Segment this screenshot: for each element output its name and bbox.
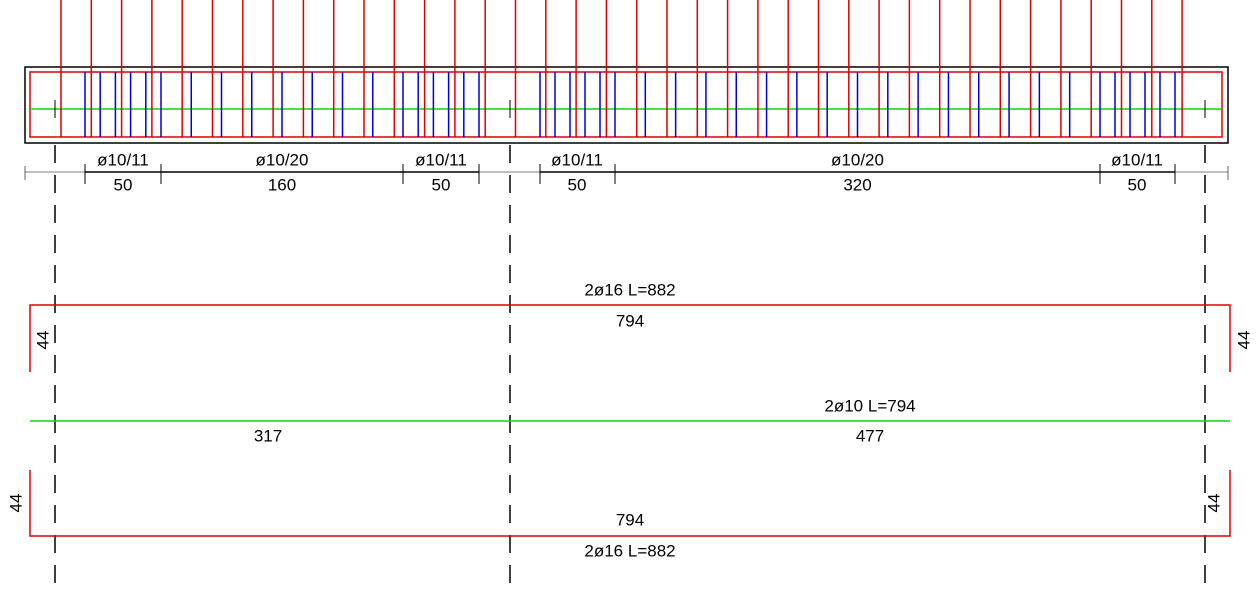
bar-length: 477 [856, 426, 884, 445]
bar-length: 794 [616, 510, 644, 529]
stirrup-label: ø10/11 [551, 150, 603, 169]
stirrup-label: ø10/20 [831, 150, 884, 169]
stirrup-label: ø10/11 [97, 150, 149, 169]
bar-shape [29, 470, 1231, 537]
stirrup-length: 160 [268, 175, 296, 194]
stirrup-length: 320 [843, 175, 871, 194]
stirrup-length: 50 [432, 175, 451, 194]
bar-shape [29, 304, 1231, 372]
bar-label: 2ø16 L=882 [584, 541, 675, 560]
stirrup-length: 50 [568, 175, 587, 194]
stirrup-label: ø10/20 [256, 150, 309, 169]
vertical-lines [60, 0, 1183, 137]
bar-length: 317 [254, 426, 282, 445]
stirrup-label: ø10/11 [415, 150, 467, 169]
hook-length: 44 [6, 494, 25, 513]
beam-outline [24, 66, 1229, 144]
axes [54, 145, 1206, 590]
beam-rebar [29, 71, 1223, 138]
bar-length: 794 [616, 311, 644, 330]
stirrup-length: 50 [114, 175, 133, 194]
middle-bar: 2ø10 L=794 317 477 [30, 396, 1230, 445]
top-bar: 2ø16 L=882 794 44 44 [29, 280, 1253, 372]
stirrup-label: ø10/11 [1111, 150, 1163, 169]
stirrup-dimensions: ø10/11 50 ø10/20 160 ø10/11 50 ø10/11 50 ø10/20 3… [24, 150, 1229, 194]
bar-label: 2ø10 L=794 [824, 396, 915, 415]
bottom-bar: 794 2ø16 L=882 44 44 [6, 470, 1231, 560]
stirrup-length: 50 [1128, 175, 1147, 194]
hook-length: 44 [1234, 331, 1253, 350]
hook-length: 44 [1204, 494, 1223, 513]
beam [24, 66, 1229, 144]
bar-label: 2ø16 L=882 [584, 280, 675, 299]
hook-length: 44 [33, 331, 52, 350]
